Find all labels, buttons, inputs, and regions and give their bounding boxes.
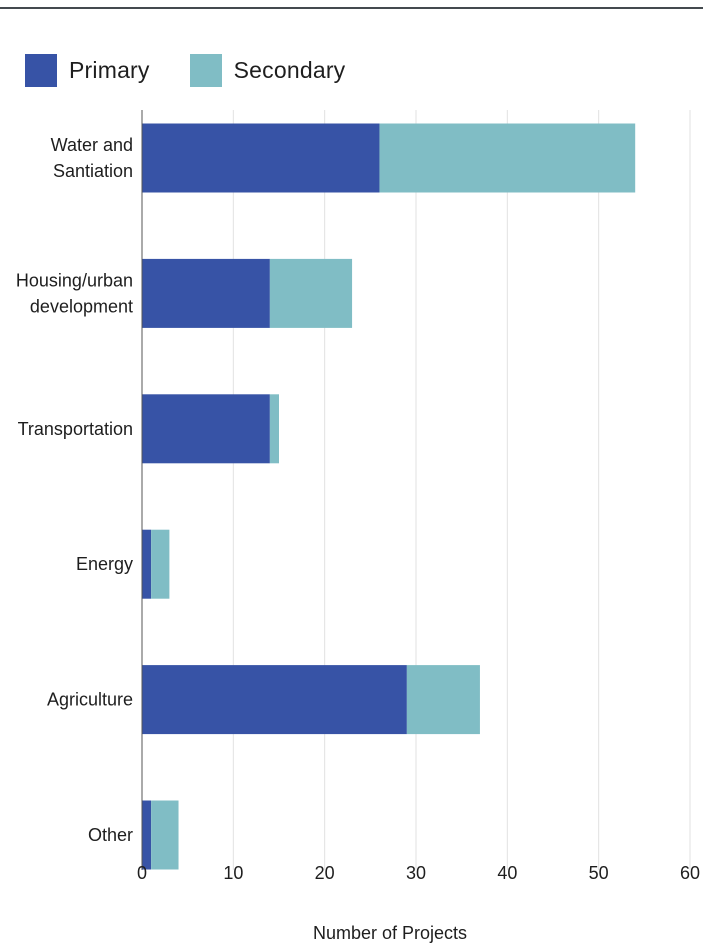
x-tick-label-0: 0 xyxy=(137,863,147,883)
category-label-5: Other xyxy=(88,825,133,845)
bar-primary-5 xyxy=(142,800,152,870)
bar-secondary-0 xyxy=(379,123,636,193)
x-tick-label-60: 60 xyxy=(680,863,700,883)
bar-secondary-3 xyxy=(151,529,170,599)
legend-label-primary: Primary xyxy=(69,56,150,83)
bar-primary-1 xyxy=(142,258,270,328)
legend-swatch-secondary xyxy=(189,53,222,87)
category-label-4: Agriculture xyxy=(47,690,133,710)
legend-item-secondary: Secondary xyxy=(189,53,346,87)
top-rule xyxy=(0,7,703,9)
bar-primary-2 xyxy=(142,394,270,464)
category-label-3: Energy xyxy=(76,554,133,574)
bar-secondary-4 xyxy=(406,665,480,735)
legend-item-primary: Primary xyxy=(25,53,150,87)
category-label-2: Transportation xyxy=(18,419,133,439)
bar-secondary-5 xyxy=(151,800,179,870)
bar-primary-0 xyxy=(142,123,380,193)
x-tick-label-40: 40 xyxy=(497,863,517,883)
category-label-0: Water and Santiation xyxy=(51,135,133,181)
x-tick-label-50: 50 xyxy=(589,863,609,883)
legend-label-secondary: Secondary xyxy=(233,56,346,83)
category-label-1: Housing/urban development xyxy=(16,270,133,316)
chart-legend: Primary Secondary xyxy=(25,53,385,87)
bar-secondary-2 xyxy=(269,394,279,464)
x-axis-title: Number of Projects xyxy=(313,923,467,943)
x-tick-label-20: 20 xyxy=(315,863,335,883)
bar-primary-3 xyxy=(142,529,152,599)
x-tick-label-30: 30 xyxy=(406,863,426,883)
x-tick-label-10: 10 xyxy=(223,863,243,883)
legend-swatch-primary xyxy=(25,53,57,87)
bar-secondary-1 xyxy=(269,258,353,328)
bar-primary-4 xyxy=(142,665,407,735)
